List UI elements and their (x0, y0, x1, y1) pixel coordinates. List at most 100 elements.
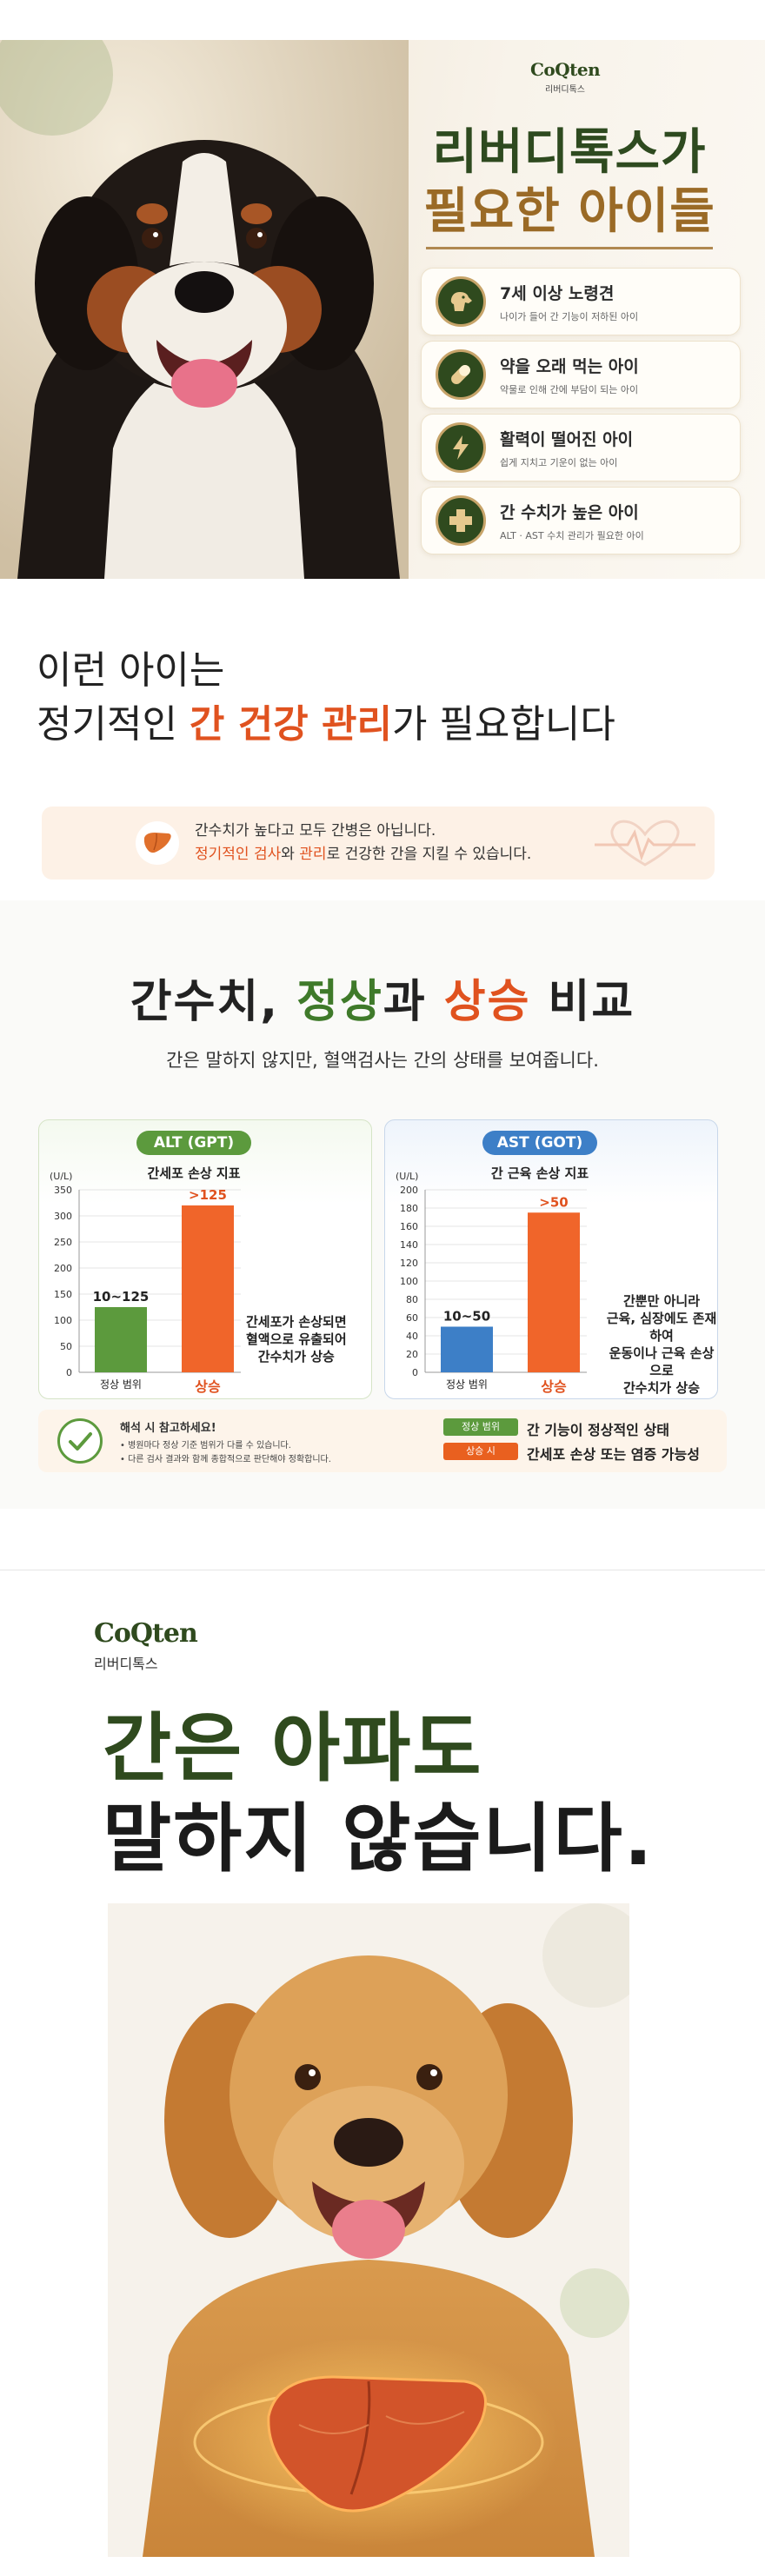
ast-badge: AST (GOT) (482, 1131, 597, 1155)
hero-title: 리버디톡스가 필요한 아이들 (396, 123, 743, 249)
lightning-icon (436, 422, 486, 473)
info-line1: 간수치가 높다고 모두 간병은 아닙니다. (195, 822, 436, 840)
dog-icon (436, 276, 486, 327)
ast-tick-label: 40 (406, 1331, 418, 1342)
headline-line2: 말하지 않습니다. (103, 1796, 655, 1882)
ast-annotation: 간뿐만 아니라 근육, 심장에도 존재하여 운동이나 근육 손상으로 간수치가 … (606, 1292, 717, 1397)
ast-tick-label: 180 (400, 1203, 418, 1214)
check-circle-icon (57, 1418, 103, 1464)
legend-bullet: • 다른 검사 결과와 함께 종합적으로 판단해야 정확합니다. (120, 1455, 331, 1464)
info-line2: 정기적인 검사와 관리로 건강한 간을 지킬 수 있습니다. (195, 843, 531, 866)
ast-tick-label: 0 (412, 1367, 418, 1378)
card-title: 7세 이상 노령견 (500, 283, 615, 303)
brand-logo-large: CoQten 리버디톡스 (94, 1618, 198, 1673)
alt-unit-label: (U/L) (50, 1171, 73, 1182)
alt-value-label: 10~125 (93, 1289, 150, 1305)
card-desc: ALT · AST 수치 관리가 필요한 아이 (500, 529, 644, 541)
ast-category-label: 상승 (541, 1378, 567, 1395)
info-highlight: 관리 (299, 846, 327, 863)
alt-tick-label: 250 (54, 1237, 72, 1248)
heartbeat-icon (595, 820, 695, 866)
brand-subtitle: 리버디톡스 (545, 85, 585, 95)
ast-annotation-line: 근육, 심장에도 존재하여 (606, 1311, 717, 1344)
alt-tick-label: 200 (54, 1263, 72, 1274)
alt-tick-label: 0 (66, 1367, 72, 1378)
card-desc: 약물로 인해 간에 부담이 되는 아이 (500, 383, 639, 395)
info-text: 간수치가 높다고 모두 간병은 아닙니다. 정기적인 검사와 관리로 건강한 간… (195, 820, 531, 866)
hero-title-line1: 리버디톡스가 (432, 124, 707, 181)
alt-annotation-line: 간수치가 상승 (257, 1349, 335, 1364)
card-title: 활력이 떨어진 아이 (500, 429, 634, 449)
headline-line1: 간은 아파도 (103, 1705, 483, 1792)
alt-value-label: >125 (189, 1187, 227, 1203)
card-title: 약을 오래 먹는 아이 (500, 356, 639, 376)
target-dog-cards: 7세 이상 노령견 나이가 들어 간 기능이 저하된 아이 약을 오래 먹는 아… (421, 268, 741, 560)
alt-annotation-line: 간세포가 손상되면 (246, 1314, 347, 1330)
ast-value-label: >50 (539, 1194, 568, 1210)
hero-title-line2: 필요한 아이들 (423, 183, 715, 240)
card-title: 간 수치가 높은 아이 (500, 502, 639, 522)
info-text: 와 (281, 846, 300, 863)
alt-tick-label: 150 (54, 1289, 72, 1300)
care-headline-line1: 이런 아이는 (37, 648, 225, 693)
alt-badge: ALT (GPT) (136, 1131, 251, 1155)
ast-tick-label: 60 (406, 1312, 418, 1324)
title-text: 간수치, (130, 976, 297, 1028)
brand-logo-text: CoQten (530, 59, 601, 80)
ast-annotation-line: 간수치가 상승 (622, 1380, 701, 1396)
headline-text: 가 필요합니다 (391, 702, 615, 747)
brand-logo-text: CoQten (94, 1618, 198, 1649)
legend-text-high: 간세포 손상 또는 염증 가능성 (527, 1446, 700, 1463)
ast-category-label: 정상 범위 (446, 1378, 488, 1391)
card-high-liver-dog: 간 수치가 높은 아이 ALT · AST 수치 관리가 필요한 아이 (421, 487, 741, 554)
hero-banner: CoQten 리버디톡스 리버디톡스가 필요한 아이들 7세 이상 노령견 나이… (0, 40, 765, 579)
ast-annotation-line: 운동이나 근육 손상으로 (609, 1345, 715, 1378)
title-text: 비교 (530, 976, 635, 1028)
title-text: 과 (382, 976, 444, 1028)
alt-bar (95, 1307, 147, 1372)
golden-retriever-photo (108, 1903, 629, 2557)
ast-chart-title: 간 근육 손상 지표 (490, 1165, 589, 1181)
ast-tick-label: 100 (400, 1276, 418, 1287)
comparison-subtitle: 간은 말하지 않지만, 혈액검사는 간의 상태를 보여줍니다. (166, 1050, 599, 1071)
ast-tick-label: 140 (400, 1239, 418, 1251)
bernese-dog-illustration (0, 40, 409, 579)
headline-space (309, 702, 322, 747)
alt-annotation-line: 혈액으로 유출되어 (246, 1331, 347, 1347)
care-headline: 이런 아이는 정기적인 간 건강 관리가 필요합니다 (37, 645, 615, 753)
ast-unit-label: (U/L) (396, 1171, 419, 1182)
ast-tick-label: 200 (400, 1185, 418, 1196)
legend-text-normal: 간 기능이 정상적인 상태 (527, 1422, 669, 1438)
ast-bar (528, 1212, 580, 1372)
card-desc: 쉽게 지치고 기운이 없는 아이 (500, 456, 618, 468)
brand-logo-small: CoQten 리버디톡스 (530, 59, 601, 95)
care-headline-line2: 정기적인 간 건강 관리가 필요합니다 (37, 697, 615, 753)
headline-text: 정기적인 (37, 702, 190, 747)
headline-highlight: 관리 (322, 702, 392, 747)
alt-annotation: 간세포가 손상되면 혈액으로 유출되어 간수치가 상승 (246, 1313, 347, 1365)
silent-liver-headline: 간은 아파도 말하지 않습니다. (103, 1703, 654, 1884)
alt-category-label: 정상 범위 (100, 1378, 142, 1391)
alt-category-label: 상승 (195, 1378, 221, 1395)
comparison-title: 간수치, 정상과 상승 비교 (0, 965, 765, 1030)
alt-chart-panel: ALT (GPT) 간세포 손상 지표 (U/L) 0 50 100 150 200 25… (38, 1119, 372, 1399)
title-high-word: 상승 (443, 976, 531, 1028)
alt-tick-label: 350 (54, 1185, 72, 1196)
ast-value-label: 10~50 (443, 1309, 490, 1325)
ast-chart-panel: AST (GOT) 간 근육 손상 지표 (U/L) 0 20 40 60 80 100 1… (384, 1119, 718, 1399)
alt-bar (182, 1205, 234, 1372)
alt-bar-chart: 0 50 100 150 200 250 300 350 10~125 정상 범위 >125 상승 (54, 1185, 241, 1395)
alt-tick-label: 50 (60, 1341, 72, 1352)
golden-retriever-illustration (108, 1903, 629, 2557)
ast-bar-chart: 0 20 40 60 80 100 120 140 160 180 200 10~50 정상 범위 >50… (400, 1185, 587, 1395)
legend-bullet: • 병원마다 정상 기준 범위가 다를 수 있습니다. (120, 1441, 291, 1451)
card-low-energy-dog: 활력이 떨어진 아이 쉽게 지치고 기운이 없는 아이 (421, 414, 741, 481)
card-senior-dog: 7세 이상 노령견 나이가 들어 간 기능이 저하된 아이 (421, 268, 741, 335)
ast-annotation-line: 간뿐만 아니라 (622, 1293, 701, 1309)
liver-icon (136, 821, 179, 865)
brand-subtitle: 리버디톡스 (94, 1656, 158, 1672)
legend-tag-high: 상승 시 (443, 1443, 518, 1460)
title-underline (426, 247, 713, 249)
info-text: 로 건강한 간을 지킬 수 있습니다. (326, 846, 532, 863)
